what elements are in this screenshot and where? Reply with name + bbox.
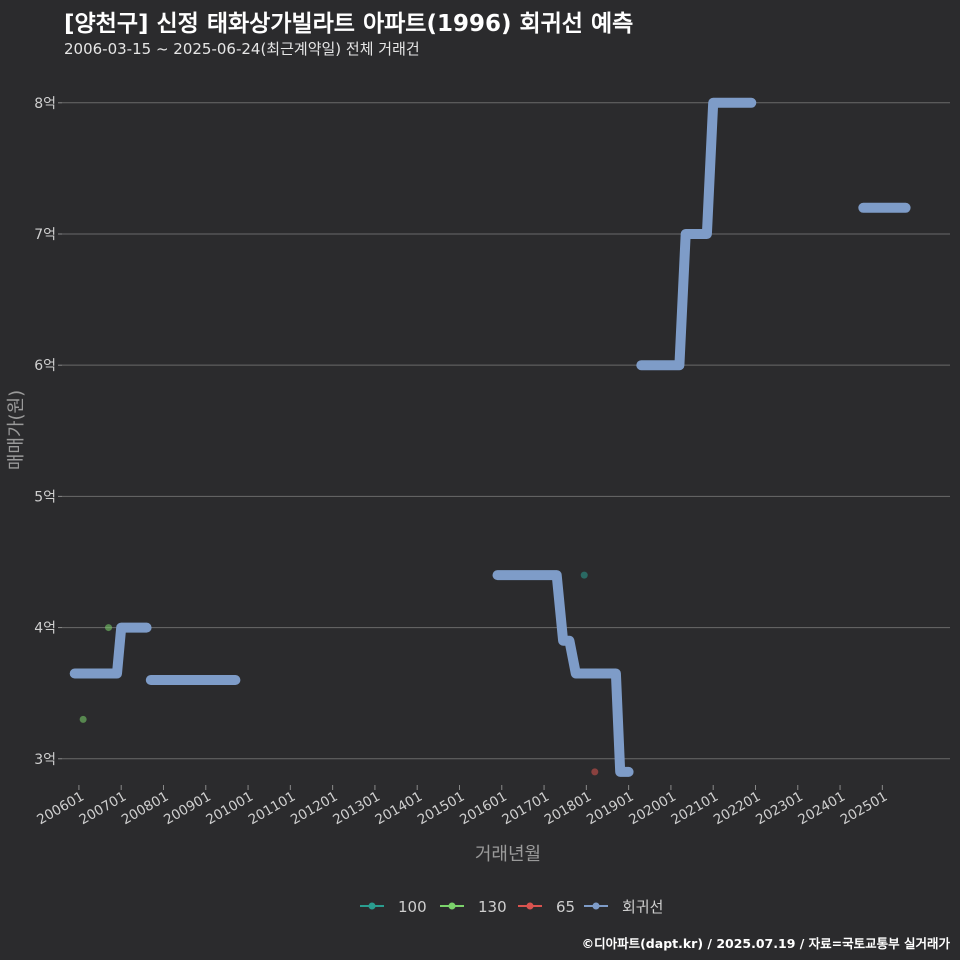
regression-line-segment — [636, 97, 757, 371]
y-axis-ticks: 3억 4억 5억 6억 7억 8억 — [34, 96, 62, 768]
x-tick-label: 201001 — [203, 789, 256, 829]
regression-line-segment — [492, 570, 634, 777]
x-tick-label: 202501 — [838, 789, 891, 829]
x-tick-label: 200801 — [119, 789, 172, 829]
x-axis-title: 거래년월 — [475, 844, 541, 865]
x-tick-label: 201801 — [542, 789, 595, 829]
y-tick-label: 4억 — [34, 621, 56, 637]
legend-key-point — [592, 902, 600, 910]
chart-title: [양천구] 신정 태화상가빌라트 아파트(1996) 회귀선 예측 — [64, 11, 634, 37]
x-tick-label: 201101 — [246, 789, 299, 829]
data-point-130 — [79, 715, 87, 723]
x-tick-label: 201601 — [457, 789, 510, 829]
legend-key-point — [368, 902, 376, 910]
y-tick-label: 5억 — [34, 489, 56, 505]
y-tick-label: 7억 — [34, 227, 56, 243]
x-tick-label: 202001 — [626, 789, 679, 829]
y-axis-title: 매매가(원) — [6, 390, 27, 470]
x-tick-label: 202301 — [753, 789, 806, 829]
x-tick-label: 201201 — [288, 789, 341, 829]
legend-key-point — [448, 902, 456, 910]
x-tick-label: 201401 — [373, 789, 426, 829]
x-tick-label: 200701 — [77, 789, 130, 829]
credit-text: ©디아파트(dapt.kr) / 2025.07.19 / 자료=국토교통부 실… — [581, 936, 950, 951]
x-tick-label: 200601 — [34, 789, 87, 829]
regression-lines — [69, 97, 911, 777]
legend-key-point — [526, 902, 534, 910]
x-tick-label: 202101 — [669, 789, 722, 829]
x-tick-label: 201301 — [330, 789, 383, 829]
data-point-130 — [105, 624, 113, 632]
grid-lines — [62, 102, 950, 760]
y-tick-label: 8억 — [34, 96, 56, 112]
data-point-100 — [580, 571, 588, 579]
legend: 100 130 65 회귀선 — [360, 898, 663, 916]
x-tick-label: 201901 — [584, 789, 637, 829]
chart-subtitle: 2006-03-15 ~ 2025-06-24(최근계약일) 전체 거래건 — [64, 40, 420, 58]
legend-label: 65 — [556, 898, 575, 916]
legend-label: 회귀선 — [622, 898, 663, 916]
x-tick-label: 201701 — [499, 789, 552, 829]
y-tick-label: 6억 — [34, 358, 56, 374]
regression-line-segment — [69, 622, 152, 679]
x-axis-ticks: 2006012007012008012009012010012011012012… — [34, 785, 890, 828]
legend-label: 100 — [398, 898, 427, 916]
x-tick-label: 202201 — [711, 789, 764, 829]
y-tick-label: 3억 — [34, 752, 56, 768]
x-tick-label: 200901 — [161, 789, 214, 829]
x-tick-label: 202401 — [795, 789, 848, 829]
legend-label: 130 — [478, 898, 507, 916]
data-points — [79, 571, 599, 776]
data-point-65 — [591, 768, 599, 776]
x-tick-label: 201501 — [415, 789, 468, 829]
